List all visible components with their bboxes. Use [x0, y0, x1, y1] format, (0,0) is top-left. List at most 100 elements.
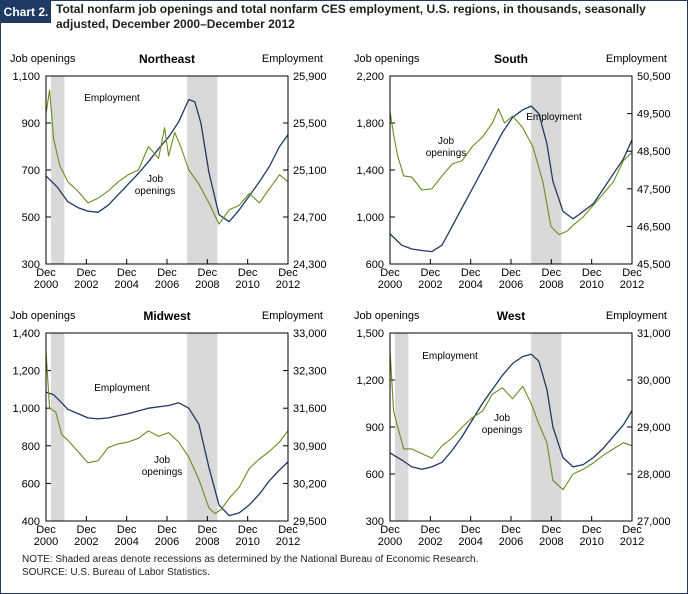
- chart-west: Job openings Employment West 300 600 900 1,200…: [354, 309, 671, 548]
- x-tick-label-month: Dec: [622, 267, 642, 279]
- x-tick-label-month: Dec: [238, 524, 258, 536]
- right-tick-label: 30,000: [637, 375, 671, 387]
- left-axis-label: Job openings: [10, 310, 76, 322]
- left-tick-label: 600: [366, 259, 384, 271]
- left-tick-label: 1,000: [12, 403, 40, 415]
- x-tick-label-year: 2008: [539, 279, 563, 291]
- x-tick-label-month: Dec: [36, 524, 56, 536]
- plot-frame: [45, 75, 289, 265]
- right-tick-label: 24,700: [293, 212, 327, 224]
- left-axis-label: Job openings: [10, 53, 76, 65]
- x-tick-label-year: 2006: [499, 279, 523, 291]
- right-axis-label: Employment: [606, 53, 667, 65]
- x-tick-label-month: Dec: [421, 267, 441, 279]
- panel-title: South: [494, 52, 528, 66]
- x-tick-label-month: Dec: [380, 524, 400, 536]
- right-tick-label: 33,000: [293, 328, 327, 340]
- x-tick-label-month: Dec: [198, 267, 218, 279]
- recession-band: [51, 333, 65, 521]
- left-tick-label: 400: [22, 516, 40, 528]
- x-tick-label-year: 2002: [418, 536, 442, 548]
- x-tick-label-month: Dec: [77, 524, 97, 536]
- x-tick-label-year: 2002: [74, 536, 98, 548]
- panel-title: Midwest: [143, 309, 190, 323]
- left-axis-label: Job openings: [354, 310, 420, 322]
- recession-band: [531, 333, 562, 521]
- chart-midwest: Job openings Employment Midwest 400 600 800 1,…: [10, 309, 327, 548]
- left-tick-label: 600: [22, 478, 40, 490]
- job-openings-line: [45, 351, 289, 515]
- x-tick-label-year: 2006: [155, 536, 179, 548]
- left-tick-label: 1,800: [356, 118, 384, 130]
- chart-northeast: Job openings Employment Northeast 300 500 700…: [10, 52, 327, 291]
- x-tick-label-year: 2006: [155, 279, 179, 291]
- x-tick-label-month: Dec: [542, 267, 562, 279]
- x-tick-label-month: Dec: [157, 267, 177, 279]
- left-tick-label: 900: [22, 118, 40, 130]
- x-tick-label-year: 2008: [195, 536, 219, 548]
- right-tick-label: 30,200: [293, 478, 327, 490]
- left-tick-label: 1,100: [12, 71, 40, 83]
- left-axis-label: Job openings: [354, 53, 420, 65]
- right-tick-label: 27,000: [637, 516, 671, 528]
- x-tick-label-month: Dec: [77, 267, 97, 279]
- left-tick-label: 700: [22, 165, 40, 177]
- x-tick-label-month: Dec: [117, 524, 137, 536]
- right-tick-label: 25,500: [293, 118, 327, 130]
- chart-south: Job openings Employment South 600 1,000 1,400…: [354, 52, 671, 291]
- left-tick-label: 800: [22, 441, 40, 453]
- x-tick-label-month: Dec: [380, 267, 400, 279]
- x-tick-label-month: Dec: [36, 267, 56, 279]
- recession-band: [531, 76, 562, 264]
- source-text: SOURCE: U.S. Bureau of Labor Statistics.: [22, 567, 210, 578]
- right-tick-label: 31,600: [293, 403, 327, 415]
- x-tick-label-year: 2008: [195, 279, 219, 291]
- job-openings-line: [389, 108, 633, 236]
- x-tick-label-month: Dec: [501, 267, 521, 279]
- job-openings-series-label: openings: [482, 425, 523, 436]
- note-text: NOTE: Shaded areas denote recessions as …: [22, 554, 479, 565]
- recession-band: [51, 76, 65, 264]
- job-openings-line: [45, 89, 289, 225]
- x-tick-label-year: 2004: [114, 536, 138, 548]
- chart-number-tag: Chart 2.: [1, 1, 51, 23]
- left-tick-label: 1,400: [356, 165, 384, 177]
- job-openings-series-label: Job: [438, 136, 455, 147]
- x-tick-label-year: 2000: [378, 279, 402, 291]
- x-tick-label-year: 2000: [34, 279, 58, 291]
- job-openings-series-label: openings: [142, 467, 183, 478]
- x-tick-label-year: 2010: [579, 536, 603, 548]
- left-tick-label: 2,200: [356, 71, 384, 83]
- x-tick-label-month: Dec: [278, 267, 298, 279]
- right-tick-label: 24,300: [293, 259, 327, 271]
- employment-series-label: Employment: [422, 351, 478, 362]
- footnotes: NOTE: Shaded areas denote recessions as …: [22, 553, 478, 579]
- right-tick-label: 49,500: [637, 109, 671, 121]
- panel-title: Northeast: [139, 52, 195, 66]
- right-tick-label: 28,000: [637, 469, 671, 481]
- job-openings-series-label: Job: [147, 174, 164, 185]
- x-tick-label-month: Dec: [622, 524, 642, 536]
- right-tick-label: 48,500: [637, 146, 671, 158]
- panel-northeast: Job openings Employment Northeast 300 500 700…: [0, 44, 344, 298]
- employment-series-label: Employment: [526, 112, 582, 123]
- x-tick-label-year: 2010: [235, 279, 259, 291]
- x-tick-label-month: Dec: [278, 524, 298, 536]
- x-tick-label-year: 2010: [235, 536, 259, 548]
- x-tick-label-year: 2006: [499, 536, 523, 548]
- x-tick-label-month: Dec: [582, 267, 602, 279]
- chart-title: Total nonfarm job openings and total non…: [56, 2, 646, 31]
- left-tick-label: 500: [22, 212, 40, 224]
- x-tick-label-month: Dec: [461, 524, 481, 536]
- panel-south: Job openings Employment South 600 1,000 1,400…: [344, 44, 688, 298]
- job-openings-series-label: openings: [426, 148, 467, 159]
- left-tick-label: 1,200: [12, 366, 40, 378]
- x-tick-label-year: 2010: [579, 279, 603, 291]
- x-tick-label-month: Dec: [421, 524, 441, 536]
- left-tick-label: 300: [22, 259, 40, 271]
- employment-line: [45, 391, 289, 517]
- job-openings-series-label: Job: [154, 455, 171, 466]
- x-tick-label-year: 2002: [74, 279, 98, 291]
- x-tick-label-month: Dec: [461, 267, 481, 279]
